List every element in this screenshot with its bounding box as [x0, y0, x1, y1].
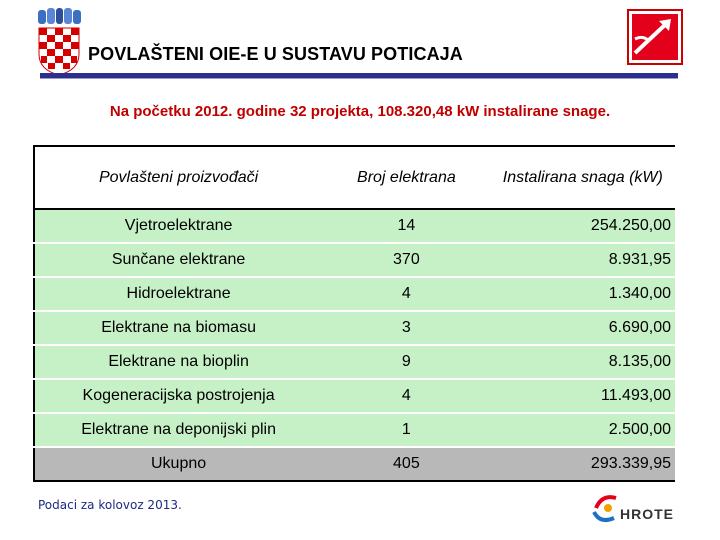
- table-row: Elektrane na bioplin 9 8.135,00: [34, 345, 675, 380]
- hrote-logo-icon: [592, 495, 617, 522]
- installed-power: 254.250,00: [490, 209, 675, 244]
- total-count: 405: [322, 446, 491, 482]
- total-label: Ukupno: [34, 446, 323, 482]
- producer-name: Sunčane elektrane: [34, 243, 323, 278]
- plant-count: 14: [322, 209, 491, 244]
- installed-power: 6.690,00: [490, 311, 675, 346]
- table-row: Hidroelektrane 4 1.340,00: [34, 277, 675, 312]
- column-header-power: Instalirana snaga (kW): [490, 145, 675, 210]
- producer-name: Vjetroelektrane: [34, 209, 323, 244]
- header-rule: [40, 73, 678, 78]
- installed-power: 1.340,00: [490, 277, 675, 312]
- installed-power: 11.493,00: [490, 379, 675, 414]
- plant-count: 1: [322, 413, 491, 448]
- header-rule-thin: [40, 78, 678, 79]
- producer-name: Hidroelektrane: [34, 277, 323, 312]
- energy-arrow-logo-icon: [627, 9, 683, 65]
- summary-subtitle: Na početku 2012. godine 32 projekta, 108…: [109, 103, 611, 120]
- table-row: Elektrane na deponijski plin 1 2.500,00: [34, 413, 675, 448]
- installed-power: 8.135,00: [490, 345, 675, 380]
- plant-count: 9: [322, 345, 491, 380]
- producer-name: Kogeneracijska postrojenja: [34, 379, 323, 414]
- croatian-coat-of-arms-icon: [38, 8, 81, 76]
- plant-count: 3: [322, 311, 491, 346]
- hrote-logo-text: HROTE: [620, 506, 674, 522]
- producer-name: Elektrane na bioplin: [34, 345, 323, 380]
- table-row: Kogeneracijska postrojenja 4 11.493,00: [34, 379, 675, 414]
- plant-count: 4: [322, 277, 491, 312]
- table-total-row: Ukupno 405 293.339,95: [34, 446, 675, 482]
- installed-power: 8.931,95: [490, 243, 675, 278]
- installed-power: 2.500,00: [490, 413, 675, 448]
- table-row: Elektrane na biomasu 3 6.690,00: [34, 311, 675, 346]
- plant-count: 370: [322, 243, 491, 278]
- producer-name: Elektrane na deponijski plin: [34, 413, 323, 448]
- page-title: POVLAŠTENI OIE-E U SUSTAVU POTICAJA: [88, 44, 463, 64]
- column-header-producers: Povlašteni proizvođači: [34, 145, 323, 210]
- column-header-count: Broj elektrana: [322, 145, 491, 210]
- table-row: Sunčane elektrane 370 8.931,95: [34, 243, 675, 278]
- producer-name: Elektrane na biomasu: [34, 311, 323, 346]
- plant-count: 4: [322, 379, 491, 414]
- producers-table: Povlašteni proizvođači Broj elektrana In…: [33, 145, 675, 482]
- data-source-note: Podaci za kolovoz 2013.: [38, 498, 182, 512]
- table-header-row: Povlašteni proizvođači Broj elektrana In…: [34, 145, 675, 210]
- total-power: 293.339,95: [490, 446, 675, 482]
- table-row: Vjetroelektrane 14 254.250,00: [34, 209, 675, 244]
